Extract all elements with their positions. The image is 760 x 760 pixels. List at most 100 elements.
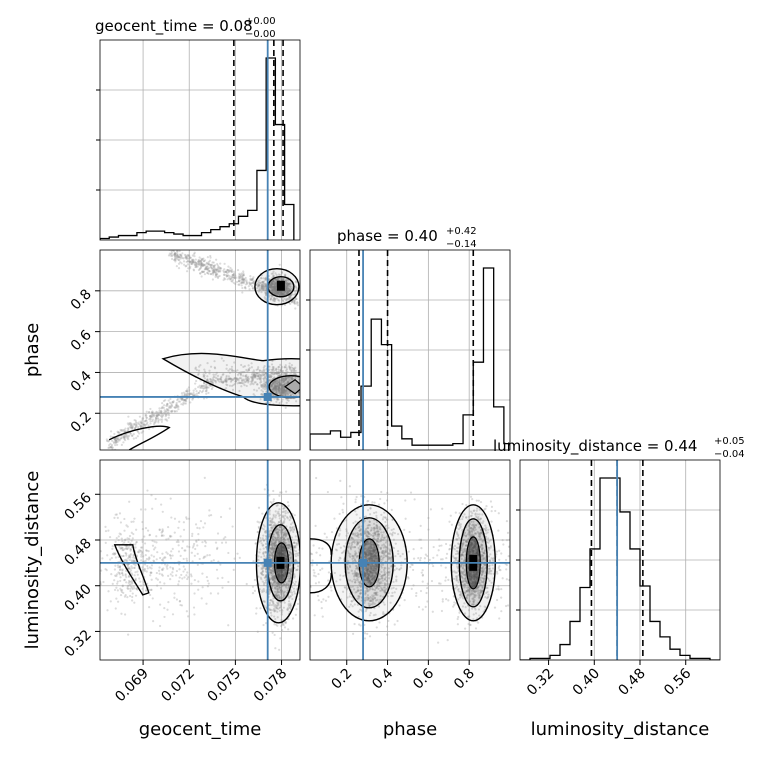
sample-point [162,406,165,410]
sample-point [276,601,279,604]
sample-point [160,420,163,423]
sample-point [191,259,194,262]
sample-point [261,394,264,397]
sample-point [281,578,284,582]
sample-point [224,380,227,383]
sample-point [275,594,278,597]
sample-point [288,518,291,522]
sample-point [293,302,296,305]
sample-point [110,446,114,449]
sample-point [274,286,277,290]
sample-point [205,392,208,395]
sample-point [229,266,232,270]
sample-point [197,372,200,375]
sample-point [138,432,141,435]
sample-point [276,584,279,587]
sample-point [288,577,291,580]
sample-point [156,411,160,414]
sample-point [189,392,192,396]
sample-point [285,378,288,381]
sample-point [208,509,211,512]
sample-point [287,287,290,290]
sample-point [275,390,278,393]
sample-point [236,552,239,555]
sample-point [231,369,234,372]
sample-point [214,367,217,370]
sample-point [277,574,281,577]
sample-point [278,584,281,587]
sample-point [277,386,280,389]
sample-point [202,260,206,263]
panel-frame [99,39,301,241]
sample-point [109,558,112,561]
sample-point [272,283,276,286]
sample-point [273,281,276,284]
sample-point [270,286,273,289]
sample-point [219,378,223,381]
sample-point [170,251,173,254]
sample-point [261,393,264,396]
sample-point [277,388,280,391]
sample-point [258,279,261,282]
sample-point [122,554,125,558]
sample-point [280,378,284,381]
sample-point [262,373,265,376]
sample-point [225,376,228,379]
sample-point [281,372,284,375]
sample-point [280,543,283,546]
sample-point [151,413,154,417]
sample-point [148,427,151,430]
sample-point [247,368,250,371]
sample-point [116,436,119,440]
sample-point [276,589,280,592]
sample-point [282,278,285,281]
sample-point [134,419,137,422]
sample-point [294,369,297,373]
sample-point [268,532,271,535]
sample-point [277,551,281,554]
sample-point [223,262,226,265]
sample-point [280,389,284,392]
sample-point [261,374,264,377]
sample-point [245,279,248,282]
sample-point [250,373,254,376]
sample-point [283,388,286,391]
sample-point [225,270,228,273]
sample-point [275,388,278,391]
sample-point [285,558,289,561]
sample-point [151,420,154,423]
sample-point [202,397,206,400]
sample-point [264,285,267,288]
sample-point [279,582,282,586]
sample-point [175,255,178,259]
sample-point [273,285,276,289]
sample-point [285,299,288,302]
sample-point [283,537,286,541]
sample-point [186,390,189,393]
sample-point [211,386,214,389]
sample-point [144,589,148,592]
sample-point [123,547,126,551]
sample-point [214,275,217,279]
sample-point [177,544,180,547]
sample-point [258,283,261,287]
sample-point [256,383,259,386]
sample-point [107,446,110,449]
sample-point [215,273,218,276]
sample-point [109,446,112,449]
sample-point [228,269,231,272]
sample-point [298,378,300,381]
sample-point [286,517,289,520]
sample-point [127,423,130,426]
sample-point [224,270,227,273]
sample-point [252,280,255,283]
sample-point [268,365,271,368]
sample-point [241,281,244,284]
sample-point [166,402,169,406]
sample-point [240,385,243,388]
sample-point [264,277,267,280]
sample-point [285,558,288,561]
sample-point [270,573,273,576]
sample-point [285,525,288,528]
sample-point [205,387,208,390]
